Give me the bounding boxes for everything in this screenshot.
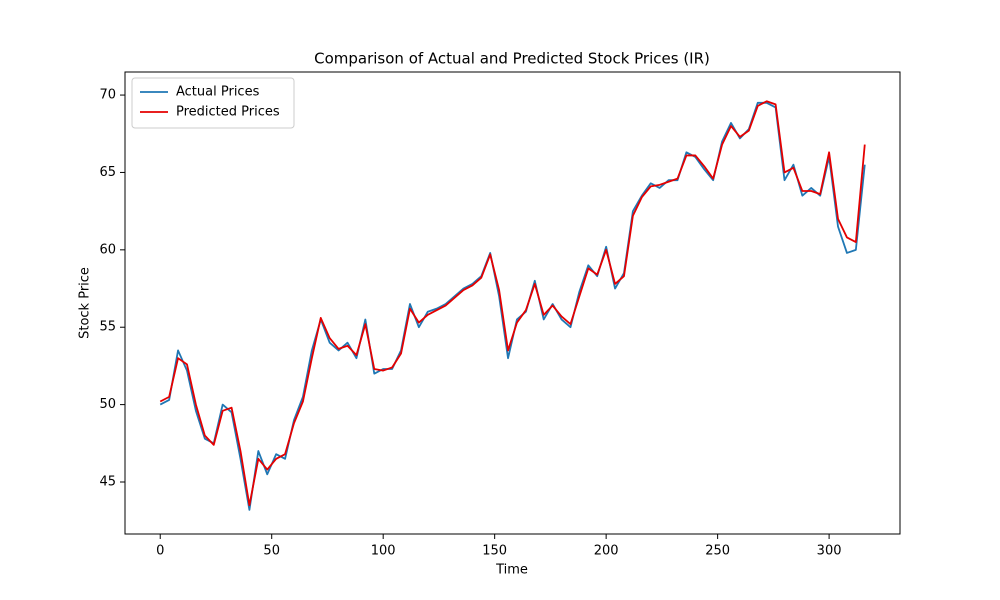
legend-box	[131, 77, 295, 129]
x-axis-label: Time	[495, 563, 528, 578]
x-tick-label: 0	[156, 544, 164, 559]
y-tick-label: 60	[99, 242, 116, 257]
y-tick-label: 70	[99, 88, 116, 103]
legend-label: Actual Prices	[176, 85, 260, 100]
y-axis-label: Stock Price	[78, 267, 93, 339]
x-tick-label: 200	[594, 544, 619, 559]
y-tick-label: 45	[99, 474, 116, 489]
y-tick-label: 65	[99, 165, 116, 180]
y-tick-label: 50	[99, 397, 116, 412]
chart-title: Comparison of Actual and Predicted Stock…	[314, 50, 710, 68]
series-line	[159, 100, 866, 507]
y-tick-label: 55	[99, 320, 116, 335]
x-tick-label: 100	[371, 544, 396, 559]
x-tick-label: 300	[817, 544, 842, 559]
x-tick-label: 150	[482, 544, 507, 559]
x-tick-label: 50	[263, 544, 280, 559]
legend-label: Predicted Prices	[176, 105, 280, 120]
plot-frame	[124, 71, 901, 535]
x-tick-label: 250	[705, 544, 730, 559]
